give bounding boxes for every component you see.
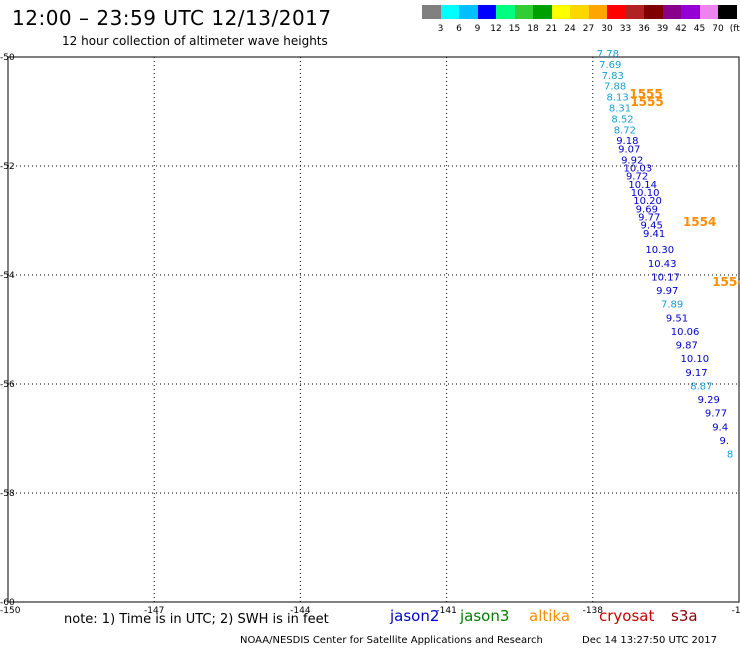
wave-height-label: 9.07 (618, 144, 640, 155)
legend-swatch (551, 5, 570, 19)
legend-swatch (477, 5, 496, 19)
legend-swatch (699, 5, 718, 19)
wave-height-label: 9.29 (698, 395, 720, 406)
wave-height-label: 9.77 (638, 213, 660, 224)
legend-swatch (644, 5, 663, 19)
wave-height-label: 9.97 (656, 286, 678, 297)
satellite-altika: altika (529, 607, 571, 625)
legend-label: 70 (712, 24, 724, 34)
wave-height-label: 8 (727, 450, 733, 461)
legend-label: 36 (638, 24, 650, 34)
legend-label: (ft) (729, 24, 740, 34)
wave-height-label: 8.52 (611, 114, 633, 125)
wave-height-label: 9.51 (666, 313, 688, 324)
footer-timestamp: Dec 14 13:27:50 UTC 2017 (582, 635, 717, 646)
legend-label: 3 (437, 24, 444, 34)
wave-height-label: 9.17 (685, 368, 707, 379)
legend-label: 18 (527, 24, 539, 34)
y-tick-label: -56 (0, 380, 15, 390)
legend-label: 39 (656, 24, 669, 34)
y-tick-label: -50 (0, 53, 15, 63)
wave-height-label: 8.87 (690, 381, 712, 392)
legend-swatch (440, 5, 459, 19)
pass-time-label: 1555 (630, 95, 663, 109)
y-tick-label: -58 (0, 489, 15, 499)
legend-swatch (588, 5, 607, 19)
legend-label: 27 (582, 24, 595, 34)
wave-height-label: 10.20 (633, 196, 662, 207)
legend-swatch (459, 5, 478, 19)
wave-height-label: 7.69 (599, 60, 621, 71)
wave-height-label: 8.13 (606, 93, 628, 104)
legend-swatch (662, 5, 681, 19)
chart-title: 12:00 – 23:59 UTC 12/13/2017 (12, 6, 332, 30)
x-tick-label: -141 (436, 606, 456, 616)
legend-swatch (422, 5, 441, 19)
legend-label: 45 (693, 24, 706, 34)
wave-height-label: 9. (720, 436, 730, 447)
legend-swatch (625, 5, 644, 19)
legend-label: 21 (545, 24, 558, 34)
wave-height-label: 10.10 (631, 188, 660, 199)
wave-height-label: 8.31 (609, 104, 631, 115)
plot-frame (7, 56, 740, 603)
wave-height-label: 7.88 (604, 82, 626, 93)
wave-height-label: 9.92 (621, 155, 643, 166)
x-tick-label: -13 (732, 606, 740, 616)
wave-height-label: 10.30 (645, 245, 674, 256)
x-tick-label: -138 (583, 606, 604, 616)
wave-height-label: 9.77 (705, 409, 727, 420)
wave-height-label: 10.17 (651, 272, 680, 283)
y-tick-label: -60 (0, 598, 15, 608)
wave-height-label: 7.83 (602, 71, 624, 82)
satellite-s3a: s3a (671, 607, 698, 625)
wave-height-label: 9.45 (641, 221, 663, 232)
legend-label: 42 (675, 24, 687, 34)
x-tick-label: -144 (290, 606, 311, 616)
legend-label: 6 (456, 24, 462, 34)
wave-height-label: 9.69 (636, 204, 658, 215)
legend-swatch (533, 5, 552, 19)
wave-height-label: 9.72 (626, 172, 648, 183)
legend-swatch (570, 5, 589, 19)
legend-label: 12 (490, 24, 502, 34)
wave-height-label: 9.4 (712, 422, 728, 433)
y-tick-label: -54 (0, 271, 15, 281)
wave-height-label: 7.78 (597, 49, 619, 60)
satellite-jason3: jason3 (460, 607, 510, 625)
wave-height-label: 9.87 (676, 341, 698, 352)
wave-height-label: 7.89 (661, 300, 683, 311)
pass-time-label: 1554 (712, 275, 740, 289)
legend-label: 24 (564, 24, 576, 34)
legend-label: 15 (508, 24, 521, 34)
legend-swatch (681, 5, 700, 19)
satellite-cryosat: cryosat (599, 607, 655, 625)
wave-height-label: 10.03 (624, 163, 653, 174)
legend-label: 9 (474, 24, 481, 34)
legend-swatch (718, 5, 737, 19)
chart-subtitle: 12 hour collection of altimeter wave hei… (62, 34, 328, 48)
satellite-jason2: jason2 (390, 607, 440, 625)
x-tick-label: -147 (144, 606, 164, 616)
wave-height-label: 9.18 (616, 136, 638, 147)
wave-height-label: 9.41 (643, 229, 665, 240)
wave-height-label: 10.06 (671, 327, 700, 338)
legend-label: 30 (601, 24, 613, 34)
legend-swatch (496, 5, 515, 19)
pass-time-label: 1555 (629, 87, 662, 101)
footer-center-name: NOAA/NESDIS Center for Satellite Applica… (240, 635, 543, 646)
x-tick-label: -150 (0, 606, 21, 616)
legend-label: 33 (619, 24, 632, 34)
legend-swatch (514, 5, 533, 19)
pass-time-label: 1554 (683, 215, 716, 229)
wave-height-label: 10.14 (628, 180, 657, 191)
legend-swatch (607, 5, 626, 19)
wave-height-label: 8.72 (614, 125, 636, 136)
wave-height-label: 10.10 (681, 354, 710, 365)
y-tick-label: -52 (0, 162, 15, 172)
note-text: note: 1) Time is in UTC; 2) SWH is in fe… (64, 612, 329, 627)
wave-height-label: 10.43 (648, 259, 677, 270)
